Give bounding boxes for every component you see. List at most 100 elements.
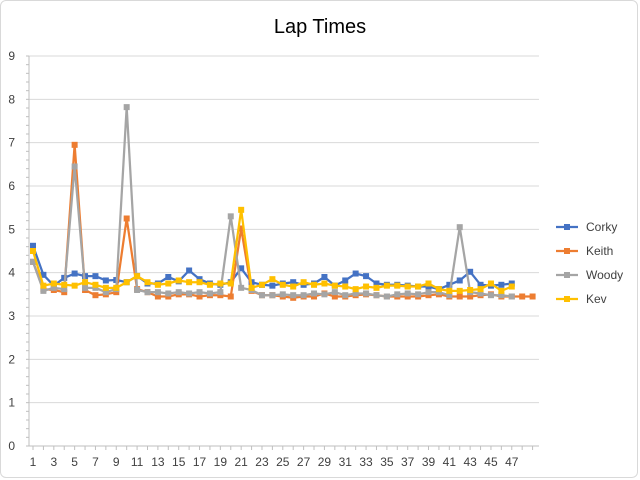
x-tick-label: 25 (276, 455, 290, 469)
data-point-woody (61, 286, 68, 293)
data-point-kev (82, 279, 89, 286)
data-point-kev (435, 286, 442, 293)
x-tick-label: 45 (484, 455, 498, 469)
data-point-corky (498, 281, 505, 288)
y-tick-label: 1 (8, 396, 15, 410)
data-point-woody (456, 224, 463, 231)
data-point-woody (154, 289, 161, 296)
data-point-kev (269, 276, 276, 283)
legend-marker-keith (564, 248, 570, 254)
data-point-woody (321, 291, 328, 298)
y-tick-label: 3 (8, 309, 15, 323)
data-point-woody (165, 290, 172, 297)
x-tick-label: 39 (422, 455, 436, 469)
y-tick-label: 7 (8, 136, 15, 150)
legend-marker-woody (564, 272, 570, 278)
legend: Corky Keith Woody Kev (556, 220, 623, 306)
x-tick-label: 13 (151, 455, 165, 469)
data-point-woody (435, 289, 442, 296)
data-point-kev (50, 280, 57, 287)
x-tick-label: 15 (172, 455, 186, 469)
data-point-woody (425, 289, 432, 296)
data-point-keith (238, 225, 245, 232)
data-point-woody (82, 284, 89, 291)
data-point-corky (352, 270, 359, 277)
data-point-kev (92, 281, 99, 288)
data-point-kev (404, 283, 411, 290)
x-tick-label: 1 (30, 455, 37, 469)
data-point-kev (30, 248, 36, 254)
y-tick-label: 9 (8, 49, 15, 63)
data-point-kev (113, 284, 120, 291)
data-point-kev (446, 287, 453, 294)
x-tick-label: 29 (318, 455, 332, 469)
x-tick-label: 21 (234, 455, 248, 469)
data-point-kev (61, 281, 68, 288)
x-tick-label: 27 (297, 455, 311, 469)
data-point-keith (425, 292, 432, 299)
y-tick-label: 6 (8, 179, 15, 193)
x-tick-label: 35 (380, 455, 394, 469)
data-point-kev (383, 282, 390, 289)
data-point-kev (102, 284, 109, 291)
data-point-kev (40, 282, 47, 289)
x-tick-label: 11 (131, 455, 144, 469)
data-point-kev (508, 283, 515, 290)
data-point-corky (238, 265, 245, 272)
data-point-kev (248, 284, 255, 291)
data-point-corky (508, 280, 515, 287)
y-tick-label: 0 (8, 439, 15, 453)
data-point-woody (71, 163, 78, 170)
data-point-keith (71, 141, 78, 148)
x-tick-label: 3 (50, 455, 57, 469)
data-point-woody (134, 287, 141, 293)
data-point-corky (363, 273, 370, 280)
x-tick-label: 7 (92, 455, 99, 469)
data-point-kev (154, 281, 161, 288)
data-point-keith (529, 293, 536, 300)
data-point-woody (373, 292, 380, 299)
data-point-woody (498, 292, 505, 299)
data-point-woody (394, 291, 401, 298)
data-point-keith (456, 293, 463, 300)
data-point-woody (123, 104, 130, 111)
data-point-keith (519, 293, 526, 300)
data-point-woody (144, 289, 151, 296)
data-point-keith (196, 293, 203, 300)
data-point-kev (498, 287, 505, 294)
legend-label-kev: Kev (586, 292, 607, 306)
data-point-keith (165, 293, 172, 300)
data-point-kev (467, 287, 474, 293)
series-group (30, 104, 536, 301)
data-point-kev (206, 281, 213, 288)
data-point-woody (238, 284, 245, 291)
data-point-kev (311, 281, 318, 288)
data-point-woody (258, 292, 265, 299)
data-point-keith (154, 293, 161, 300)
data-point-woody (352, 290, 359, 297)
series-line-keith (31, 143, 533, 299)
data-point-corky (30, 242, 36, 249)
data-point-kev (175, 277, 182, 284)
data-point-kev (477, 286, 484, 293)
x-tick-label: 47 (505, 455, 519, 469)
data-point-corky (102, 277, 109, 284)
data-point-kev (352, 286, 359, 293)
data-point-woody (92, 284, 99, 291)
x-tick-label: 37 (401, 455, 415, 469)
data-point-corky (269, 282, 276, 289)
data-point-woody (331, 289, 338, 296)
data-point-woody (269, 292, 276, 299)
data-point-kev (342, 283, 349, 290)
data-point-woody (186, 290, 193, 297)
data-point-corky (71, 270, 78, 277)
data-point-corky (196, 276, 203, 283)
data-point-kev (227, 280, 234, 287)
data-point-woody (30, 258, 36, 265)
data-point-corky (373, 280, 380, 287)
data-point-woody (342, 292, 349, 299)
legend-label-woody: Woody (586, 268, 623, 282)
data-point-woody (508, 293, 515, 300)
data-point-corky (290, 279, 297, 286)
